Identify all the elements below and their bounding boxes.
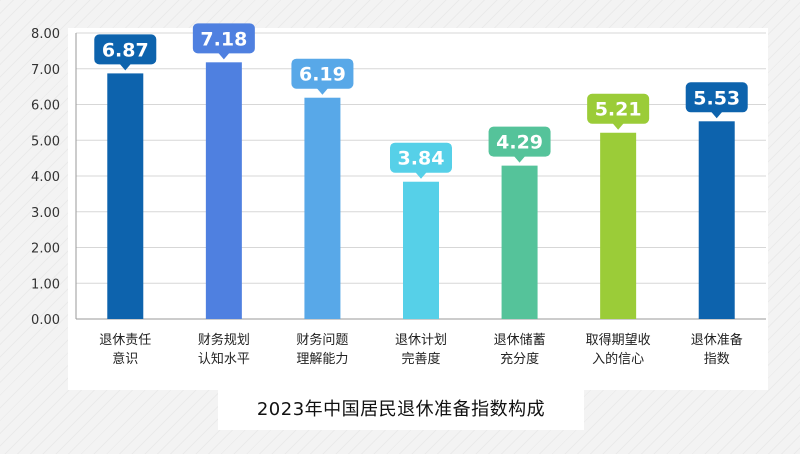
chart-title-box: 2023年中国居民退休准备指数构成 [218, 386, 584, 430]
bar [205, 62, 242, 319]
data-label-pointer [710, 111, 723, 119]
y-tick-label: 7.00 [31, 63, 60, 78]
data-label-pointer [119, 63, 132, 71]
data-label-pointer [415, 171, 427, 179]
data-label: 3.84 [398, 148, 445, 170]
x-tick-label: 取得期望收 [586, 332, 651, 348]
data-label-box [192, 23, 255, 54]
data-label-pointer [217, 52, 230, 60]
data-label-box [488, 126, 551, 157]
data-label: 7.18 [200, 28, 247, 50]
y-tick-label: 3.00 [31, 206, 60, 221]
x-tick-label: 充分度 [500, 351, 539, 367]
data-label-pointer [513, 155, 526, 163]
data-label: 5.21 [595, 99, 642, 121]
data-label-pointer [316, 87, 329, 95]
y-tick-label: 0.00 [31, 313, 60, 328]
data-label: 6.19 [299, 64, 346, 86]
bar [403, 181, 439, 319]
bar [600, 132, 637, 319]
x-tick-label: 财务规划 [198, 332, 250, 348]
x-tick-label: 理解能力 [296, 352, 348, 367]
data-label-box [94, 34, 157, 65]
data-label: 4.29 [496, 132, 543, 154]
chart-title: 2023年中国居民退休准备指数构成 [256, 399, 546, 420]
x-tick-label: 完善度 [401, 351, 440, 367]
y-tick-label: 2.00 [31, 242, 60, 257]
x-tick-label: 意识 [112, 351, 138, 367]
y-tick-label: 1.00 [31, 277, 60, 292]
bar [107, 73, 144, 320]
data-label-box [685, 82, 748, 113]
y-tick-label: 5.00 [31, 134, 60, 149]
x-tick-label: 退休准备 [691, 332, 743, 348]
bar [698, 121, 735, 320]
x-tick-label: 指数 [704, 352, 730, 367]
data-label-box [291, 58, 354, 89]
bar [501, 165, 538, 319]
y-tick-label: 4.00 [31, 170, 60, 185]
x-tick-label: 认知水平 [198, 351, 250, 367]
data-label-pointer [612, 122, 625, 130]
data-label: 5.53 [693, 87, 740, 109]
x-tick-label: 入的信心 [592, 351, 644, 367]
x-tick-label: 退休责任 [99, 333, 151, 348]
data-label: 6.87 [102, 39, 149, 61]
bar [304, 97, 341, 320]
data-label-box [390, 142, 452, 173]
y-tick-label: 8.00 [31, 27, 60, 42]
data-label-box [587, 93, 650, 124]
y-tick-label: 6.00 [31, 99, 60, 114]
x-tick-label: 财务问题 [296, 332, 348, 348]
x-tick-label: 退休计划 [395, 333, 447, 348]
x-tick-label: 退休储蓄 [494, 333, 546, 348]
